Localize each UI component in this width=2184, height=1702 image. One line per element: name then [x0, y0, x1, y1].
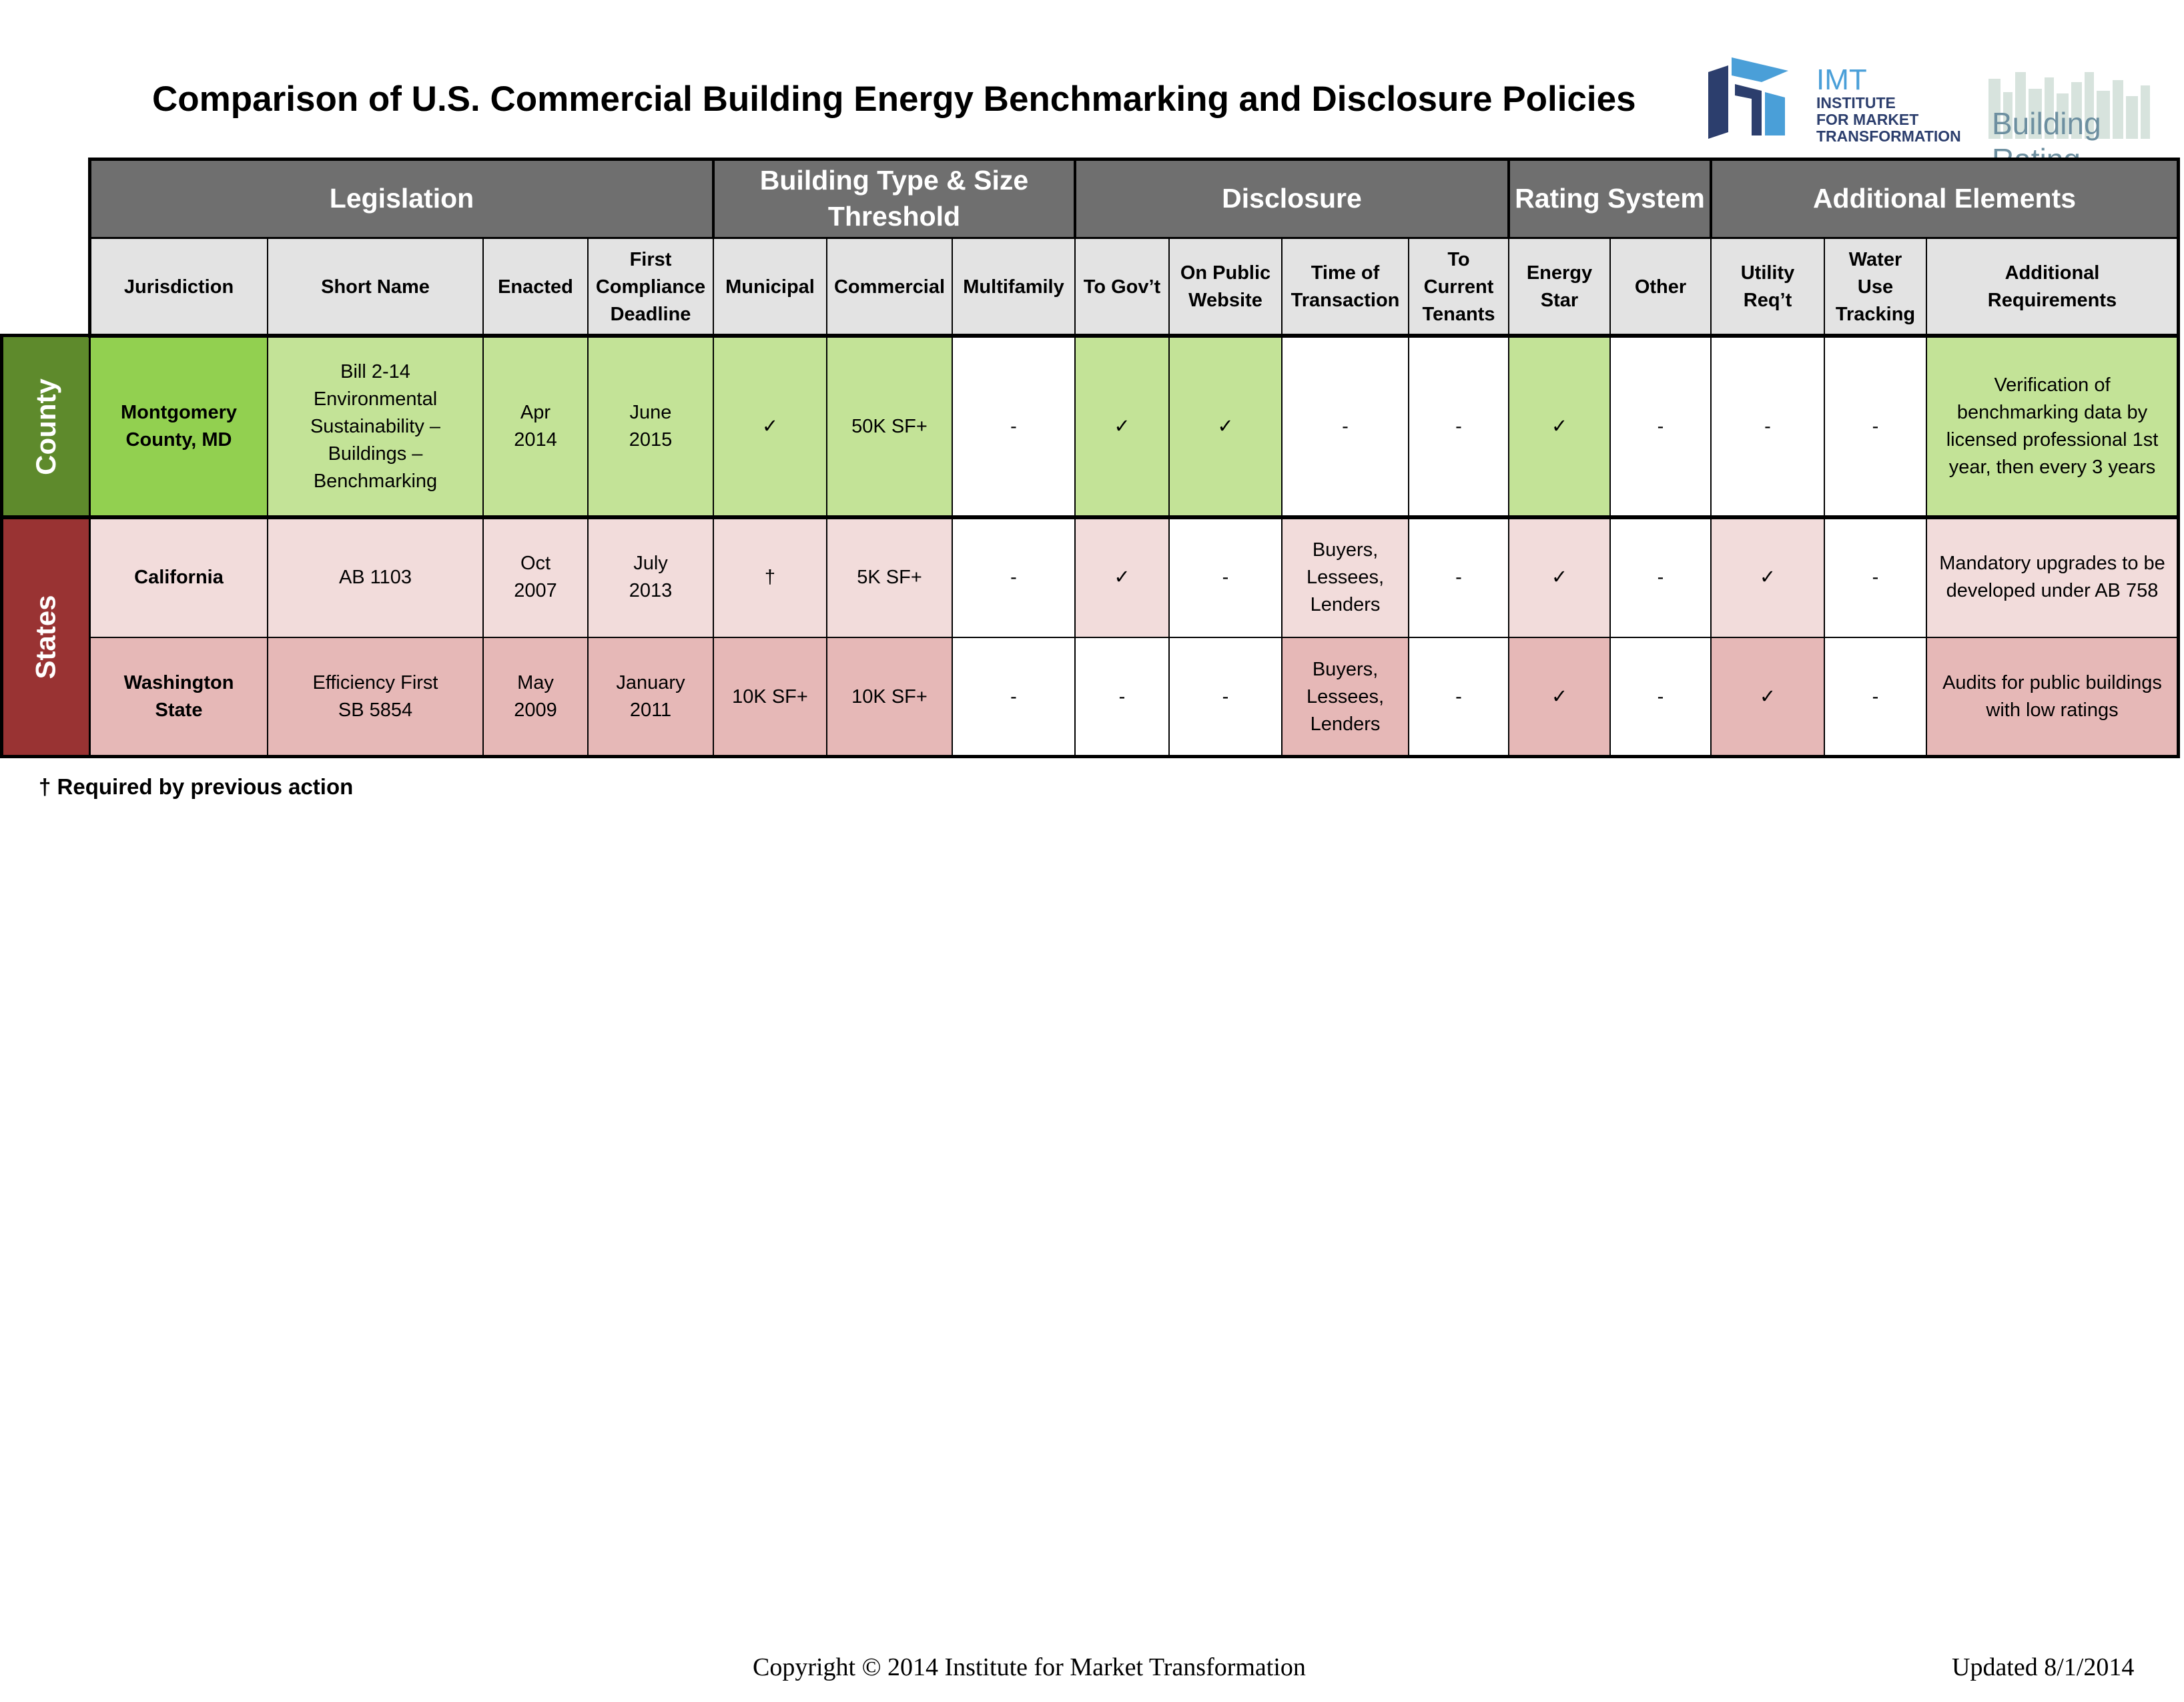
- cell-additional: Mandatory upgrades to be developed under…: [1926, 517, 2179, 638]
- cell-multifamily: -: [952, 517, 1076, 638]
- col-water-use: Water Use Tracking: [1824, 238, 1927, 336]
- group-additional-elements: Additional Elements: [1710, 158, 2179, 239]
- col-other: Other: [1609, 238, 1712, 336]
- cell-water: -: [1824, 517, 1927, 638]
- cell-transaction: Buyers, Lessees, Lenders: [1281, 517, 1409, 638]
- copyright: Copyright © 2014 Institute for Market Tr…: [753, 1653, 1306, 1681]
- col-commercial: Commercial: [826, 238, 953, 336]
- cell-water: -: [1824, 335, 1927, 518]
- cell-municipal: ✓: [713, 335, 827, 518]
- cell-municipal: 10K SF+: [713, 637, 827, 757]
- policy-table: Legislation Building Type & Size Thresho…: [0, 158, 2180, 758]
- cell-deadline: July 2013: [587, 517, 714, 638]
- col-utility-req: Utility Req’t: [1710, 238, 1825, 336]
- cell-tenants: -: [1408, 637, 1509, 757]
- cell-utility: ✓: [1710, 637, 1825, 757]
- cell-tenants: -: [1408, 517, 1509, 638]
- col-first-deadline: First Compliance Deadline: [587, 238, 714, 336]
- col-time-of-transaction: Time of Transaction: [1281, 238, 1409, 336]
- cell-enacted: Oct 2007: [482, 517, 589, 638]
- cell-short-name: Bill 2-14 Environmental Sustainability –…: [267, 335, 484, 518]
- col-public-website: On Public Website: [1168, 238, 1283, 336]
- cell-energy-star: ✓: [1508, 335, 1611, 518]
- imt-logo-text: IMT INSTITUTE FOR MARKET TRANSFORMATION: [1816, 63, 1961, 145]
- group-disclosure: Disclosure: [1074, 158, 1509, 239]
- col-jurisdiction: Jurisdiction: [89, 238, 268, 336]
- cell-transaction: Buyers, Lessees, Lenders: [1281, 637, 1409, 757]
- cell-other: -: [1609, 335, 1712, 518]
- updated-date: Updated 8/1/2014: [1952, 1653, 2135, 1681]
- cell-jurisdiction: Montgomery County, MD: [89, 335, 268, 518]
- cell-deadline: June 2015: [587, 335, 714, 518]
- group-legislation: Legislation: [89, 158, 714, 239]
- col-additional-req: Additional Requirements: [1926, 238, 2179, 336]
- page-title: Comparison of U.S. Commercial Building E…: [152, 79, 1636, 119]
- cell-to-gov: ✓: [1074, 517, 1170, 638]
- cell-enacted: Apr 2014: [482, 335, 589, 518]
- cell-energy-star: ✓: [1508, 637, 1611, 757]
- col-current-tenants: To Current Tenants: [1408, 238, 1509, 336]
- footnote: † Required by previous action: [39, 774, 354, 799]
- cell-additional: Verification of benchmarking data by lic…: [1926, 335, 2179, 518]
- cell-public-website: ✓: [1168, 335, 1283, 518]
- col-to-gov: To Gov’t: [1074, 238, 1170, 336]
- cell-jurisdiction: California: [89, 517, 268, 638]
- cell-deadline: January 2011: [587, 637, 714, 757]
- cell-water: -: [1824, 637, 1927, 757]
- imt-logo: [1708, 57, 2150, 139]
- cell-short-name: Efficiency First SB 5854: [267, 637, 484, 757]
- cell-to-gov: -: [1074, 637, 1170, 757]
- cell-jurisdiction: Washington State: [89, 637, 268, 757]
- cell-commercial: 50K SF+: [826, 335, 953, 518]
- group-building-type: Building Type & Size Threshold: [713, 158, 1076, 239]
- col-enacted: Enacted: [482, 238, 589, 336]
- col-municipal: Municipal: [713, 238, 827, 336]
- cell-commercial: 5K SF+: [826, 517, 953, 638]
- cell-energy-star: ✓: [1508, 517, 1611, 638]
- cell-to-gov: ✓: [1074, 335, 1170, 518]
- cell-enacted: May 2009: [482, 637, 589, 757]
- cell-utility: ✓: [1710, 517, 1825, 638]
- col-short-name: Short Name: [267, 238, 484, 336]
- col-multifamily: Multifamily: [952, 238, 1076, 336]
- cell-other: -: [1609, 637, 1712, 757]
- cell-short-name: AB 1103: [267, 517, 484, 638]
- section-county-label: County: [0, 335, 91, 518]
- col-energy-star: Energy Star: [1508, 238, 1611, 336]
- cell-commercial: 10K SF+: [826, 637, 953, 757]
- cell-tenants: -: [1408, 335, 1509, 518]
- section-states-label: States: [0, 517, 91, 757]
- cell-transaction: -: [1281, 335, 1409, 518]
- cell-municipal: †: [713, 517, 827, 638]
- group-rating-system: Rating System: [1508, 158, 1712, 239]
- cell-multifamily: -: [952, 335, 1076, 518]
- cell-multifamily: -: [952, 637, 1076, 757]
- cell-other: -: [1609, 517, 1712, 638]
- cell-additional: Audits for public buildings with low rat…: [1926, 637, 2179, 757]
- cell-public-website: -: [1168, 637, 1283, 757]
- cell-utility: -: [1710, 335, 1825, 518]
- cell-public-website: -: [1168, 517, 1283, 638]
